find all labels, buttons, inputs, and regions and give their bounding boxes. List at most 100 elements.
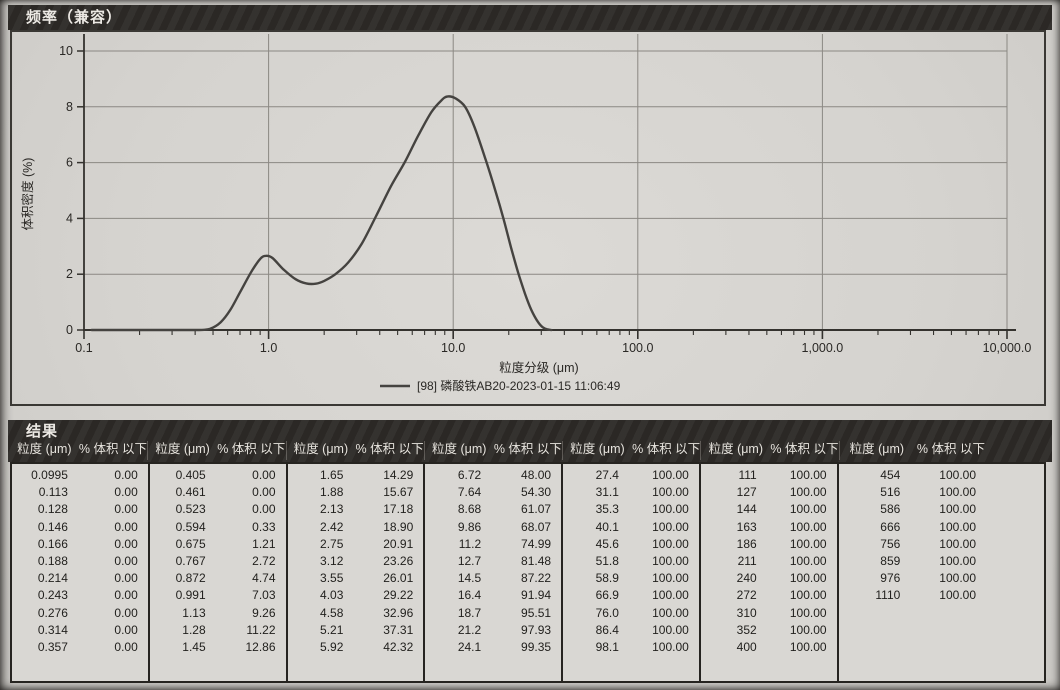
table-row: 0.405 0.00 <box>150 467 286 484</box>
column-header-size: 粒度 (μm) <box>432 442 487 456</box>
particle-size-value: 1110 <box>875 588 901 603</box>
particle-size-value: 21.2 <box>457 622 482 637</box>
table-row: 66.9 100.00 <box>563 587 699 604</box>
particle-size-value: 1.13 <box>182 605 206 620</box>
volume-under-value: 23.26 <box>383 553 414 568</box>
volume-under-value: 100.00 <box>652 502 689 517</box>
particle-size-value: 144 <box>736 502 757 517</box>
table-group-1: 0.0995 0.00 0.113 0.00 0.128 0.00 0.146 0.00 0.1… <box>12 464 150 681</box>
volume-under-value: 68.07 <box>521 519 552 534</box>
table-row: 211 100.00 <box>701 553 837 570</box>
volume-under-value: 100.00 <box>939 588 976 603</box>
table-row: 586 100.00 <box>839 501 986 518</box>
volume-under-value: 54.30 <box>521 485 552 500</box>
particle-size-value: 9.86 <box>457 519 482 534</box>
volume-under-value: 100.00 <box>789 519 827 534</box>
volume-under-value: 9.26 <box>252 605 276 620</box>
table-row: 127 100.00 <box>701 484 837 501</box>
volume-under-value: 0.00 <box>114 588 138 603</box>
particle-size-value: 859 <box>880 553 901 568</box>
volume-under-value: 100.00 <box>789 588 827 603</box>
table-row: 1110 100.00 <box>839 587 986 604</box>
volume-under-value: 100.00 <box>652 485 689 500</box>
volume-under-value: 7.03 <box>252 588 276 603</box>
particle-size-value: 1.28 <box>182 622 206 637</box>
table-row: 0.146 0.00 <box>12 519 148 536</box>
particle-size-value: 211 <box>737 553 757 568</box>
particle-size-value: 6.72 <box>457 468 482 482</box>
particle-size-value: 0.214 <box>37 571 68 586</box>
table-row: 0.767 2.72 <box>150 553 286 570</box>
table-row: 4.58 32.96 <box>288 605 424 622</box>
volume-under-value: 100.00 <box>789 553 827 568</box>
volume-under-value: 42.32 <box>383 639 414 654</box>
particle-size-value: 1.88 <box>320 485 344 500</box>
volume-under-value: 0.00 <box>114 485 138 500</box>
volume-under-value: 100.00 <box>939 468 976 482</box>
volume-under-value: 17.18 <box>383 502 414 517</box>
volume-under-value: 2.72 <box>252 553 276 568</box>
particle-size-value: 5.92 <box>320 639 344 654</box>
particle-size-value: 454 <box>880 468 901 482</box>
volume-under-value: 100.00 <box>789 622 827 637</box>
table-row: 27.4 100.00 <box>563 467 699 484</box>
volume-under-value: 0.00 <box>114 536 138 551</box>
volume-under-value: 11.22 <box>246 622 276 637</box>
table-row: 352 100.00 <box>701 622 837 639</box>
particle-size-value: 0.188 <box>37 553 68 568</box>
header-group-7: 粒度 (μm) % 体积 以下 <box>840 441 1046 460</box>
particle-size-value: 0.0995 <box>31 468 68 482</box>
results-column-headers: 粒度 (μm)% 体积 以下 粒度 (μm)% 体积 以下 粒度 (μm)% 体积 … <box>10 441 1046 460</box>
particle-size-value: 0.767 <box>175 553 206 568</box>
particle-size-value: 0.128 <box>37 502 68 517</box>
particle-size-value: 45.6 <box>595 536 619 551</box>
volume-under-value: 100.00 <box>652 553 689 568</box>
particle-size-value: 111 <box>738 468 757 482</box>
particle-size-value: 586 <box>880 502 901 517</box>
particle-size-value: 0.166 <box>37 536 68 551</box>
column-header-size: 粒度 (μm) <box>708 442 764 456</box>
volume-under-value: 15.67 <box>383 485 414 500</box>
y-tick-label: 6 <box>66 156 73 170</box>
table-row: 0.243 0.00 <box>12 587 148 604</box>
volume-under-value: 0.00 <box>114 639 138 654</box>
table-row: 2.75 20.91 <box>288 536 424 553</box>
volume-under-value: 26.01 <box>383 571 414 586</box>
volume-under-value: 0.00 <box>114 468 138 482</box>
particle-size-value: 0.314 <box>37 622 68 637</box>
column-header-size: 粒度 (μm) <box>17 442 72 456</box>
table-row: 24.1 99.35 <box>425 639 561 656</box>
particle-size-value: 186 <box>736 536 757 551</box>
particle-size-value: 24.1 <box>457 639 482 654</box>
volume-under-value: 100.00 <box>939 519 976 534</box>
particle-size-value: 976 <box>880 571 901 586</box>
column-header-size: 粒度 (μm) <box>293 442 349 456</box>
volume-under-value: 100.00 <box>789 571 827 586</box>
table-row: 4.03 29.22 <box>288 587 424 604</box>
particle-size-value: 0.872 <box>175 571 206 586</box>
particle-size-value: 0.523 <box>175 502 206 517</box>
volume-under-value: 18.90 <box>383 519 414 534</box>
volume-under-value: 100.00 <box>939 553 976 568</box>
table-row: 40.1 100.00 <box>563 519 699 536</box>
volume-under-value: 100.00 <box>652 622 689 637</box>
table-row: 666 100.00 <box>839 519 986 536</box>
legend-label: [98] 磷酸铁AB20-2023-01-15 11:06:49 <box>417 378 621 393</box>
volume-under-value: 100.00 <box>652 468 689 482</box>
x-tick-label: 0.1 <box>75 341 92 355</box>
volume-under-value: 100.00 <box>789 502 827 517</box>
table-row: 5.21 37.31 <box>288 622 424 639</box>
particle-size-value: 516 <box>880 485 901 500</box>
column-header-pct: % 体积 以下 <box>355 442 424 456</box>
particle-size-value: 16.4 <box>457 588 482 603</box>
volume-under-value: 29.22 <box>383 588 414 603</box>
column-header-pct: % 体积 以下 <box>632 442 701 456</box>
volume-under-value: 0.00 <box>252 485 276 500</box>
volume-under-value: 81.48 <box>521 553 552 568</box>
particle-size-value: 12.7 <box>457 553 482 568</box>
particle-size-value: 1.65 <box>320 468 344 482</box>
table-row: 0.872 4.74 <box>150 570 286 587</box>
table-row: 18.7 95.51 <box>425 605 561 622</box>
table-row: 0.523 0.00 <box>150 501 286 518</box>
volume-under-value: 0.00 <box>114 571 138 586</box>
